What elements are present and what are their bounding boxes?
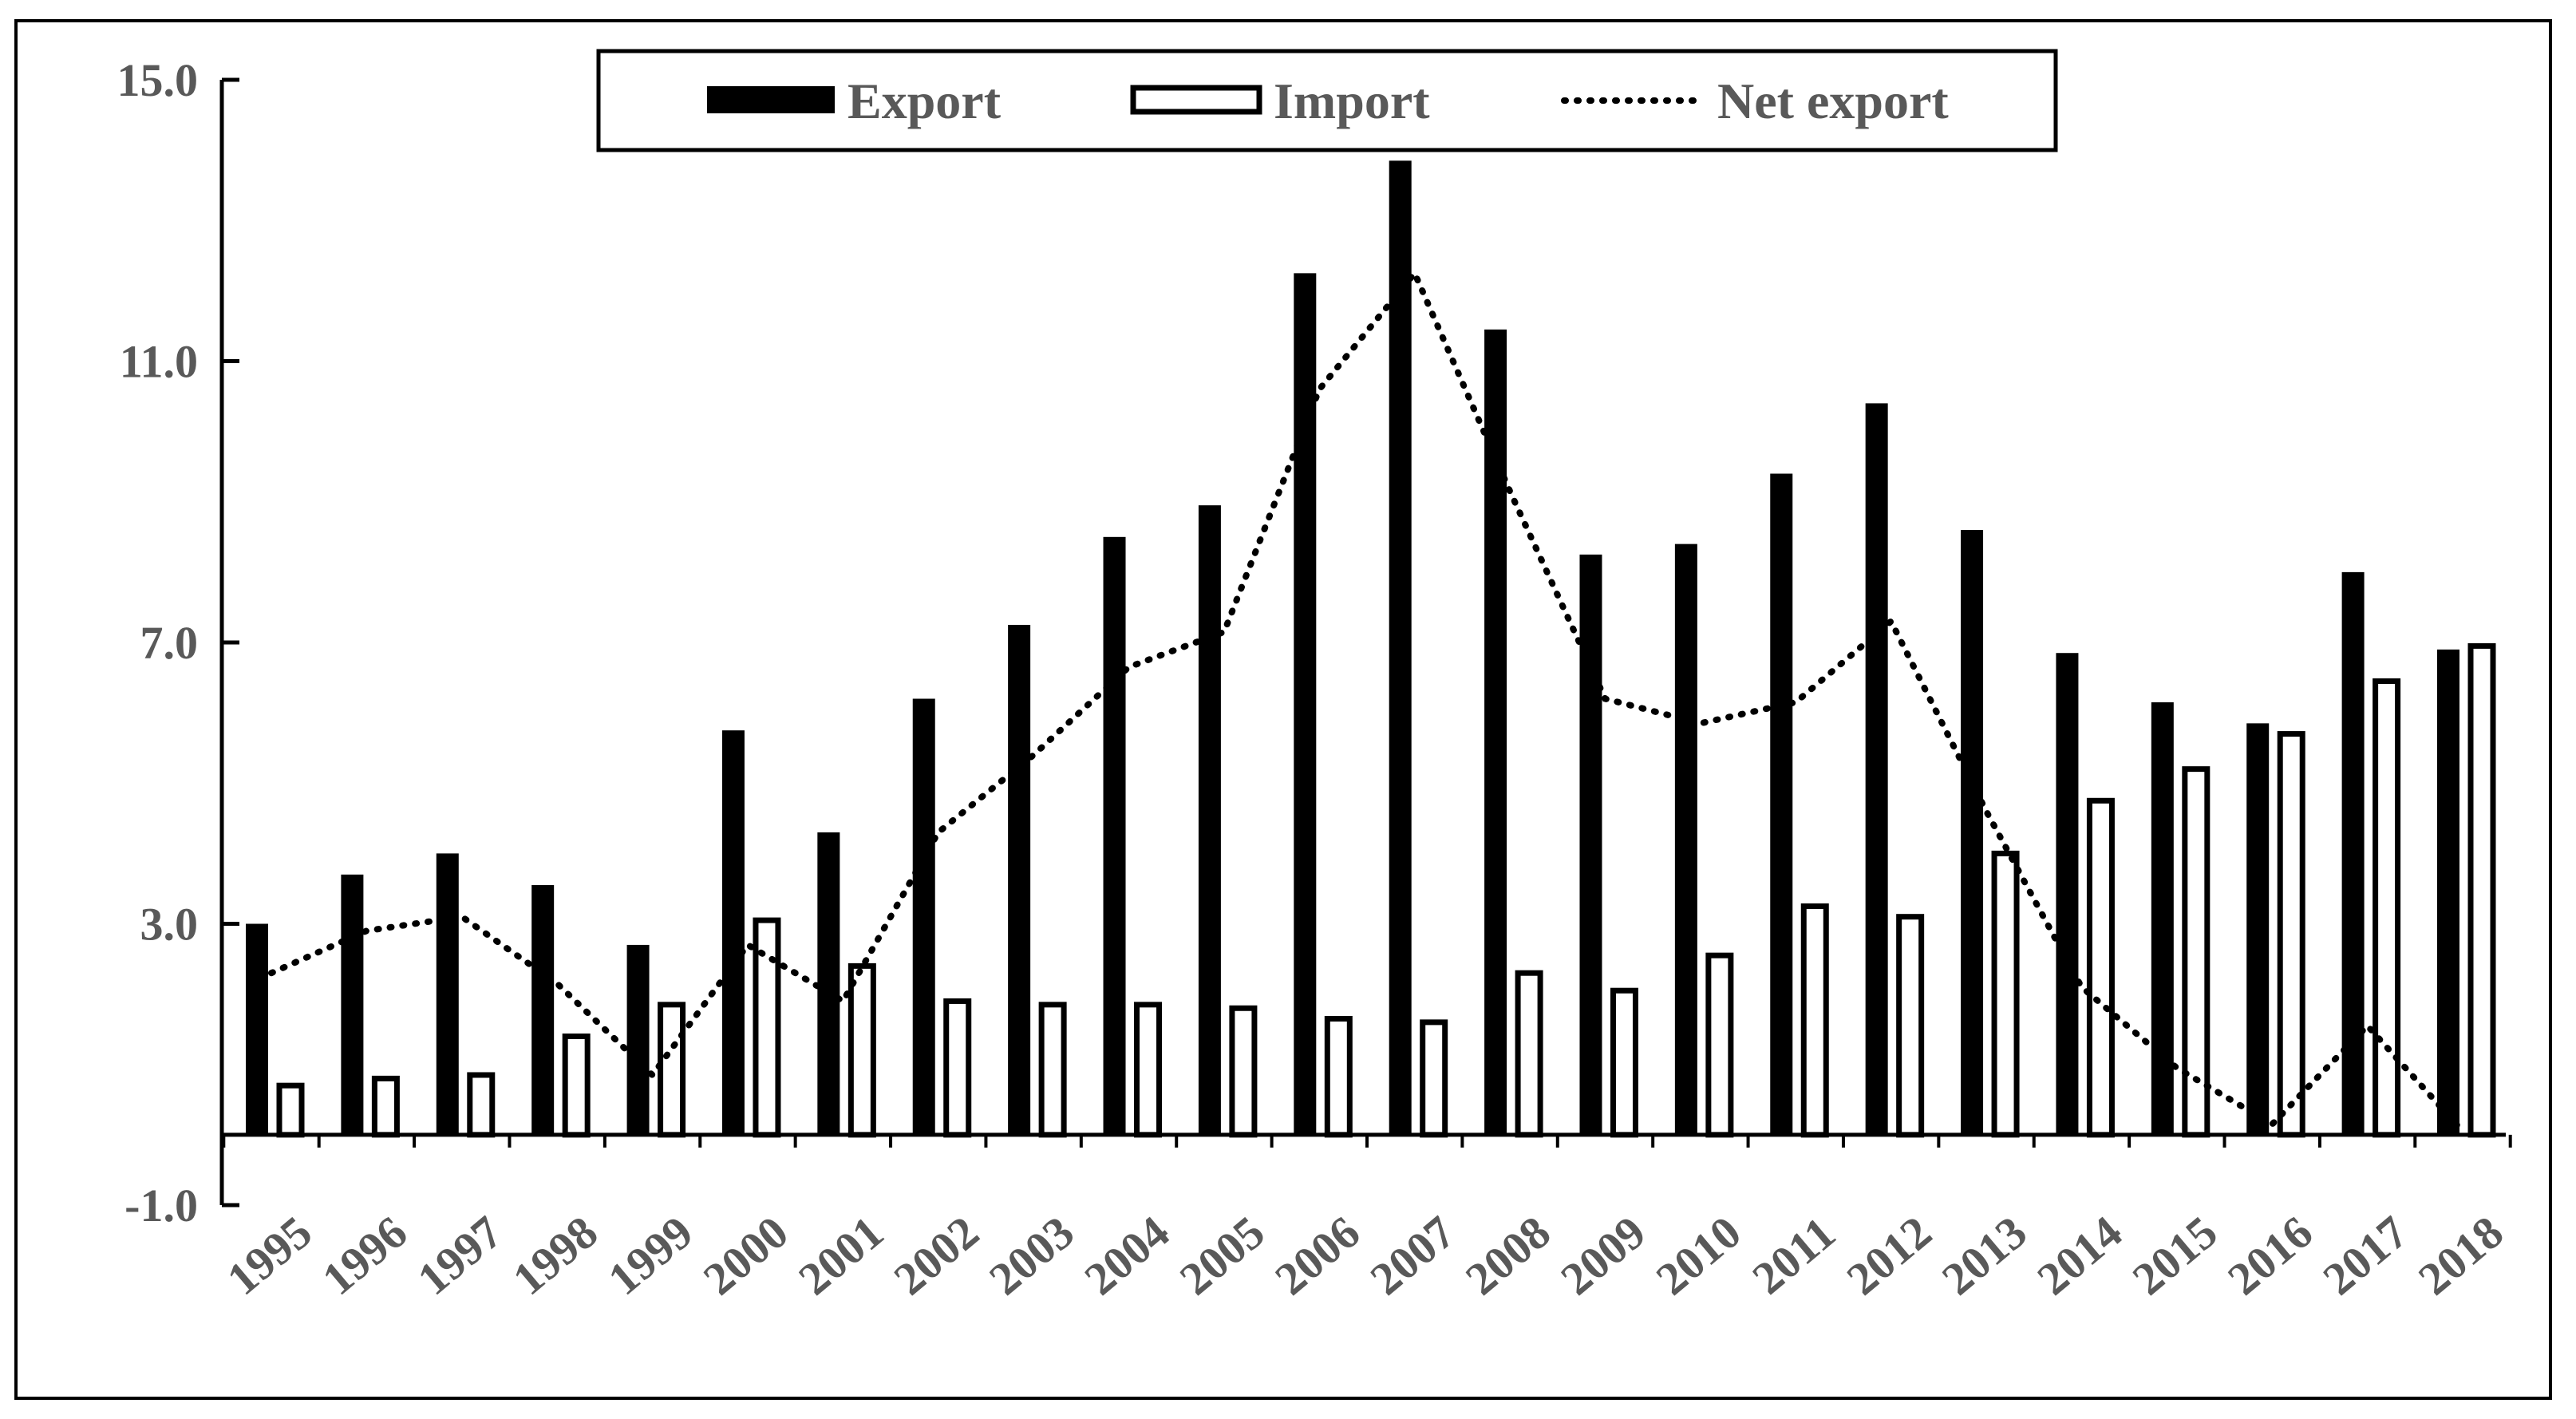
x-tick-label: 2008 <box>1456 1206 1560 1305</box>
legend-import-swatch <box>1130 85 1262 115</box>
y-tick-label: 3.0 <box>140 899 199 951</box>
import-bar <box>753 917 781 1138</box>
import-bar <box>847 962 876 1138</box>
x-tick-label: 2016 <box>2218 1206 2322 1305</box>
x-tick-label: 2010 <box>1646 1206 1751 1305</box>
export-bar <box>817 832 840 1135</box>
x-tick-label: 2015 <box>2123 1206 2227 1305</box>
x-tick-label: 2006 <box>1265 1206 1369 1305</box>
x-tick-label: 2014 <box>2028 1206 2132 1305</box>
export-bar <box>1961 530 1984 1135</box>
x-tick-label: 1999 <box>599 1206 703 1305</box>
import-bar <box>1324 1015 1353 1138</box>
export-bar <box>2437 649 2459 1135</box>
x-tick-label: 2009 <box>1551 1206 1656 1305</box>
x-tick-label: 2002 <box>884 1206 989 1305</box>
legend-net-export-label: Net export <box>1717 73 1949 129</box>
import-bar <box>562 1034 591 1138</box>
export-bar <box>246 923 268 1135</box>
x-tick-label: 2017 <box>2313 1206 2418 1305</box>
y-tick-label: -1.0 <box>124 1180 198 1231</box>
import-bar <box>2086 797 2115 1138</box>
bars-group <box>246 160 2496 1138</box>
import-bar <box>2277 731 2305 1138</box>
y-tick-label: 11.0 <box>120 336 198 388</box>
import-bar <box>1134 1002 1163 1138</box>
x-tick-label: 2003 <box>979 1206 1084 1305</box>
legend: Export Import Net export <box>596 49 2058 152</box>
y-tick-label: 15.0 <box>117 54 199 106</box>
export-bar <box>341 874 364 1135</box>
import-bar <box>1991 850 2020 1138</box>
import-bar <box>1610 987 1638 1138</box>
import-bar <box>467 1072 496 1138</box>
export-bar <box>1294 273 1317 1135</box>
export-bar <box>912 698 935 1135</box>
import-bar <box>1038 1002 1067 1138</box>
import-bar <box>658 1002 686 1138</box>
x-tick-label: 1995 <box>217 1206 322 1305</box>
net-export-line <box>268 267 2466 1135</box>
x-tick-label: 2000 <box>693 1206 798 1305</box>
export-bar <box>531 885 555 1135</box>
x-tick-label: 2004 <box>1075 1206 1179 1305</box>
import-bar <box>1800 903 1829 1138</box>
export-bar <box>1484 329 1507 1135</box>
export-bar <box>1103 536 1126 1135</box>
x-tick-label: 2012 <box>1837 1206 1942 1305</box>
import-bar <box>1705 952 1734 1138</box>
export-bar <box>1865 403 1888 1135</box>
x-tick-label: 1996 <box>313 1206 417 1305</box>
import-bar <box>1515 970 1543 1138</box>
export-bar <box>1674 543 1697 1135</box>
import-bar <box>1229 1005 1258 1138</box>
chart-frame: 15.0 11.0 7.0 3.0 -1.0 1995 1996 1997 1998 1999 20… <box>14 19 2552 1400</box>
export-bar <box>2151 702 2174 1135</box>
import-bar <box>943 998 972 1138</box>
x-tick-label: 2001 <box>788 1206 893 1305</box>
export-bar <box>2056 653 2079 1135</box>
import-bar <box>2373 678 2401 1138</box>
import-bar <box>1896 914 1925 1138</box>
export-bar <box>1770 473 1793 1135</box>
x-tick-label: 2005 <box>1170 1206 1274 1305</box>
export-bar <box>1389 160 1412 1135</box>
bar-line-chart: 15.011.07.03.0-1.01995199619971998199920… <box>117 49 2513 1305</box>
export-bar <box>721 730 745 1135</box>
export-bar <box>1198 505 1221 1135</box>
import-bar <box>371 1075 400 1138</box>
legend-export-swatch <box>707 86 835 113</box>
export-bar <box>1008 624 1031 1135</box>
import-bar <box>276 1082 305 1138</box>
x-tick-label: 2013 <box>1932 1206 2037 1305</box>
legend-export-label: Export <box>847 73 1002 129</box>
x-tick-label: 1997 <box>408 1206 512 1305</box>
x-tick-label: 2007 <box>1361 1206 1465 1305</box>
legend-box <box>596 49 2058 152</box>
x-tick-label: 2011 <box>1743 1207 1845 1304</box>
legend-import-label: Import <box>1274 73 1430 129</box>
export-bar <box>2246 723 2270 1135</box>
import-bar <box>2467 642 2496 1138</box>
net-export-line-group <box>268 267 2466 1135</box>
y-tick-label: 7.0 <box>140 617 199 669</box>
export-bar <box>626 944 650 1135</box>
x-tick-label: 1998 <box>503 1206 607 1305</box>
export-bar <box>1579 554 1602 1135</box>
export-bar <box>436 853 459 1135</box>
import-bar <box>1420 1019 1448 1138</box>
x-tick-label: 2018 <box>2408 1206 2513 1305</box>
